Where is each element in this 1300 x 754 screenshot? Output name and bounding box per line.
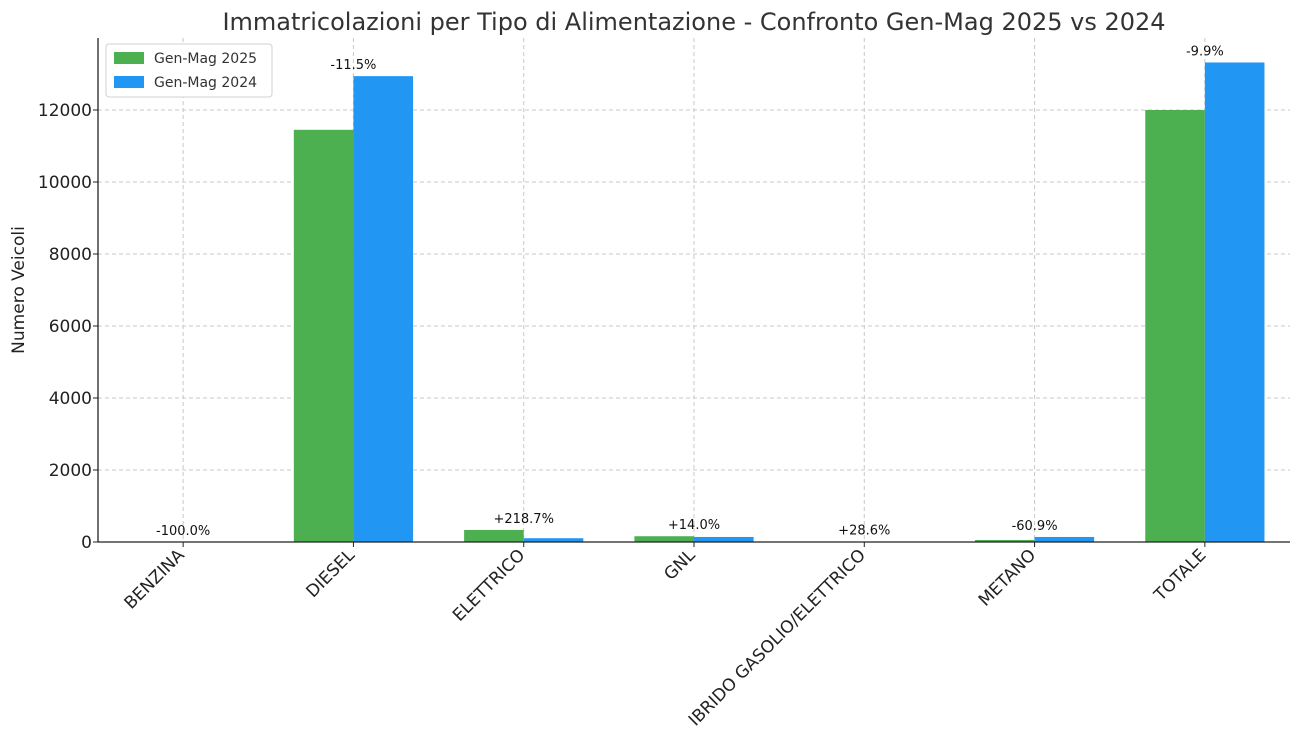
bar-2024 [353, 76, 414, 542]
pct-change-label: -9.9% [1186, 44, 1224, 59]
legend-swatch-2025 [114, 52, 144, 64]
bar-2025 [1145, 110, 1205, 542]
legend-frame [105, 43, 273, 98]
y-tick-label: 8000 [49, 245, 92, 265]
bar-2025 [974, 540, 1035, 542]
y-tick-label: 2000 [49, 461, 92, 481]
bar-2025 [634, 536, 694, 542]
bar-2024 [694, 536, 754, 542]
y-tick-label: 6000 [49, 317, 92, 337]
bar-2025 [464, 529, 524, 542]
grid [98, 38, 1290, 542]
y-axis-label: Numero Veicoli [9, 226, 29, 354]
pct-change-label: +28.6% [838, 524, 890, 539]
bar-2024 [523, 538, 584, 542]
y-tick-label: 0 [81, 533, 92, 553]
bar-2024 [1204, 62, 1265, 542]
pct-change-label: -100.0% [156, 524, 210, 539]
x-tick-label: ELETTRICO [449, 545, 529, 625]
legend-swatch-2024 [114, 76, 144, 88]
legend-label-2024: Gen-Mag 2024 [154, 75, 257, 91]
pct-change-label: -11.5% [330, 58, 376, 73]
y-tick-label: 4000 [49, 389, 92, 409]
chart-title: Immatricolazioni per Tipo di Alimentazio… [222, 8, 1165, 36]
legend: Gen-Mag 2025 Gen-Mag 2024 [105, 43, 273, 98]
legend-label-2025: Gen-Mag 2025 [154, 51, 257, 67]
bar-2025 [293, 129, 354, 543]
pct-change-label: -60.9% [1012, 519, 1058, 534]
x-tick-label: GNL [660, 545, 700, 585]
x-tick-label: METANO [975, 545, 1040, 610]
x-tick-label: BENZINA [121, 545, 189, 613]
data-labels: -100.0% -11.5% +218.7% +14.0% +28.6% -60.9% -9… [156, 44, 1224, 538]
y-tick-label: 10000 [38, 173, 92, 193]
pct-change-label: +218.7% [493, 512, 553, 527]
x-tick-label: IBRIDO GASOLIO/ELETTRICO [685, 545, 870, 730]
y-tick-label: 12000 [38, 101, 92, 121]
bars [183, 62, 1265, 543]
x-tick-label: TOTALE [1150, 545, 1211, 606]
pct-change-label: +14.0% [668, 518, 720, 533]
y-tick-labels: 0 2000 4000 6000 8000 10000 12000 [38, 101, 98, 553]
x-tick-label: DIESEL [302, 545, 359, 602]
bar-2024 [1034, 536, 1095, 542]
